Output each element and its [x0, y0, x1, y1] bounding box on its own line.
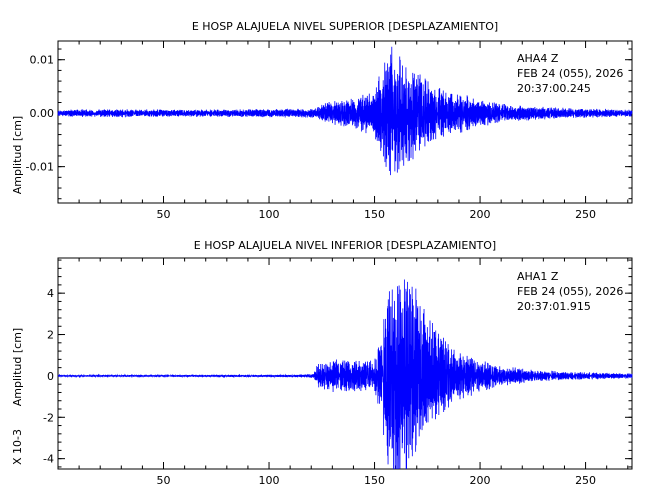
x-tick-label: 150: [364, 474, 385, 487]
x-tick-label: 250: [575, 208, 596, 221]
x-tick-label: 100: [259, 208, 280, 221]
x-tick-label: 50: [157, 474, 171, 487]
y-tick-label: -4: [43, 453, 54, 466]
panel-inferior-ylabel: Amplitud [cm]: [11, 328, 24, 406]
panel-inferior-time: 20:37:01.915: [517, 300, 591, 313]
x-tick-label: 250: [575, 474, 596, 487]
y-tick-label: -0.01: [26, 161, 54, 174]
panel-inferior-frame: [57, 257, 633, 470]
x-tick-label: 50: [157, 208, 171, 221]
panel-inferior-ticks: 50 100 150 200 250 4 2 0 -2 -4: [43, 258, 632, 487]
y-tick-label: 0.01: [30, 54, 55, 67]
panel-superior-ylabel: Amplitud [cm]: [11, 116, 24, 194]
panel-superior-time: 20:37:00.245: [517, 82, 591, 95]
panel-superior-title: E HOSP ALAJUELA NIVEL SUPERIOR [DESPLAZA…: [192, 20, 498, 33]
panel-inferior-trace: [57, 279, 633, 470]
panel-inferior-scale-label: X 10-3: [11, 429, 24, 465]
panel-inferior-title: E HOSP ALAJUELA NIVEL INFERIOR [DESPLAZA…: [194, 239, 496, 252]
panel-inferior: E HOSP ALAJUELA NIVEL INFERIOR [DESPLAZA…: [11, 239, 633, 487]
y-tick-label: 0: [47, 370, 54, 383]
y-tick-label: 2: [47, 329, 54, 342]
panel-superior-ticks: 50 100 150 200 250 0.01 0.00 -0.01: [26, 41, 632, 221]
panel-superior-frame: [57, 40, 633, 204]
x-tick-label: 150: [364, 208, 385, 221]
panel-inferior-date: FEB 24 (055), 2026: [517, 285, 623, 298]
y-tick-label: 4: [47, 287, 54, 300]
x-tick-label: 100: [259, 474, 280, 487]
y-tick-label: -2: [43, 411, 54, 424]
panel-superior: E HOSP ALAJUELA NIVEL SUPERIOR [DESPLAZA…: [11, 20, 633, 221]
panel-inferior-station: AHA1 Z: [517, 270, 559, 283]
panel-superior-station: AHA4 Z: [517, 52, 559, 65]
x-tick-label: 200: [470, 474, 491, 487]
y-tick-label: 0.00: [30, 107, 55, 120]
x-tick-label: 200: [470, 208, 491, 221]
panel-superior-date: FEB 24 (055), 2026: [517, 67, 623, 80]
panel-superior-trace: [57, 46, 633, 176]
